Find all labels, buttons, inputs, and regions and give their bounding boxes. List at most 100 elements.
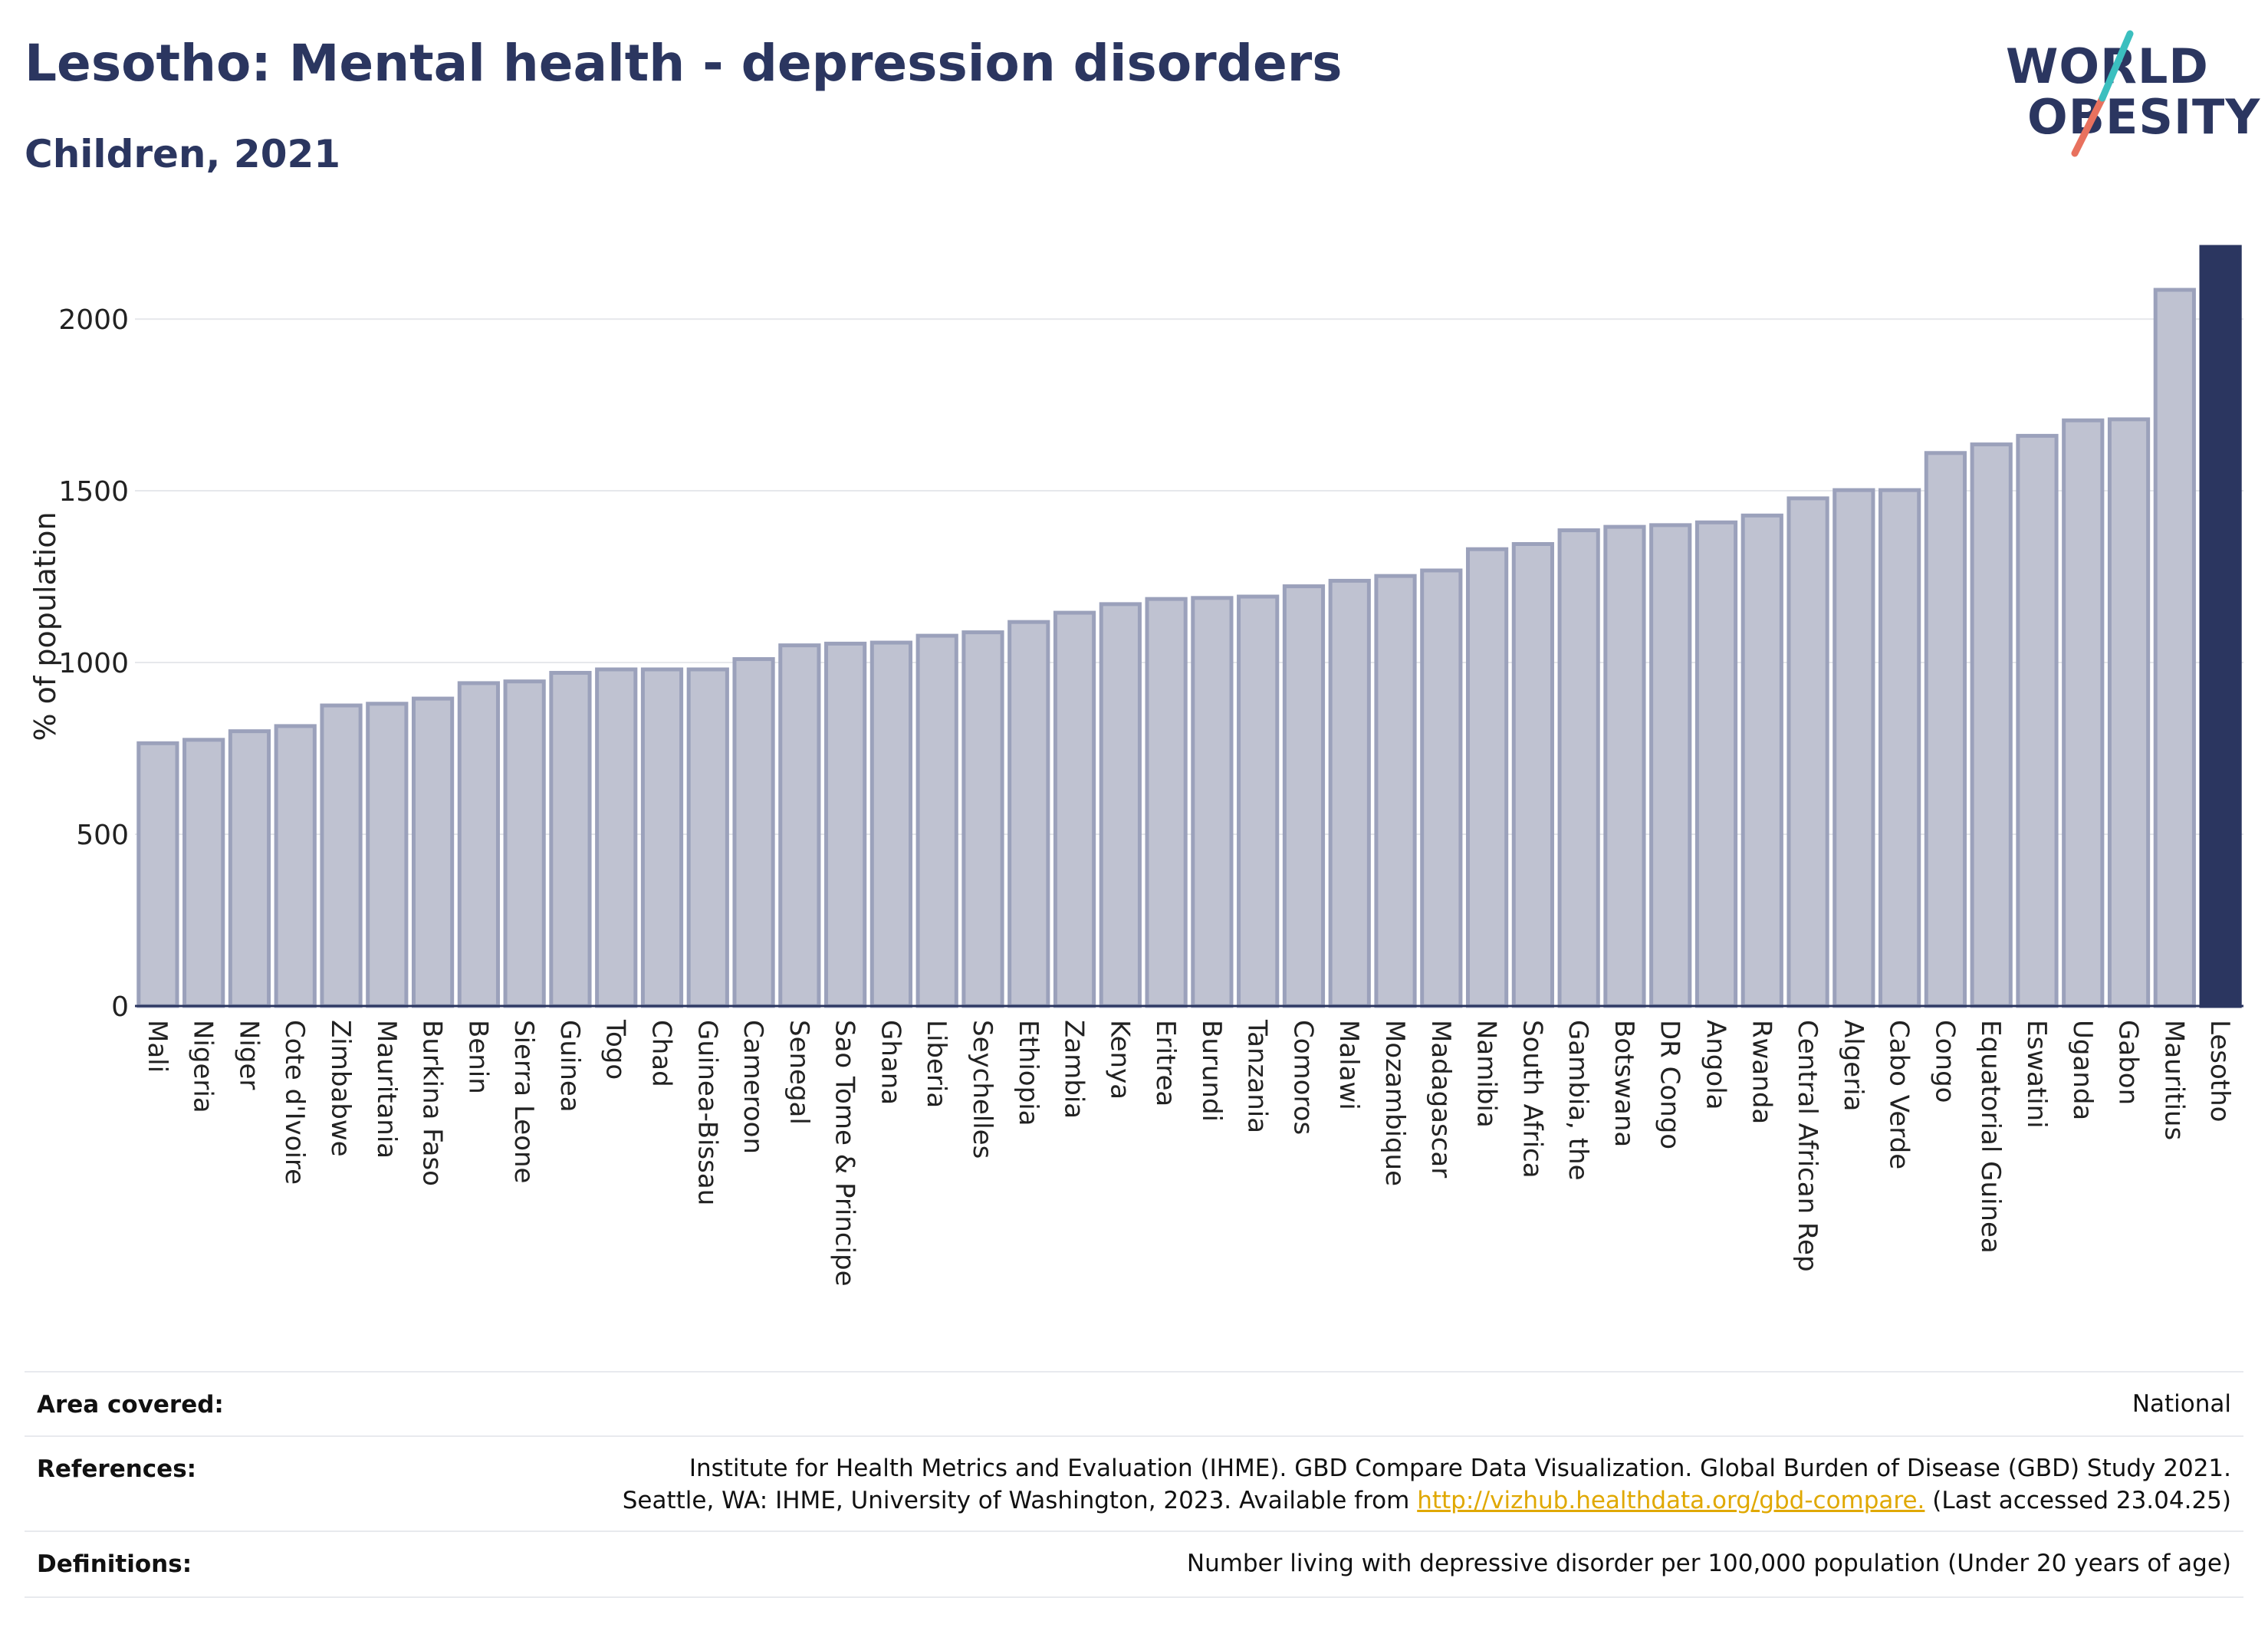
bar [869,640,913,1008]
bar [1007,620,1050,1008]
x-tick-label: Gambia, the [1563,1020,1593,1181]
footer-row-references: References: Institute for Health Metrics… [25,1435,2243,1532]
bar [1740,513,1783,1008]
bar [1511,541,1554,1008]
bar [961,630,1004,1008]
y-tick-label: 500 [76,820,129,851]
x-tick-label: Sao Tome & Principe [830,1020,860,1287]
x-tick-label: Guinea [554,1020,585,1113]
bar [915,633,958,1008]
x-tick-label: Congo [1929,1020,1960,1103]
x-tick-labels: Mali Nigeria Niger Cote d'Ivoire Zimbabwe Mau… [142,1019,2235,1287]
y-tick-label: 0 [111,991,129,1023]
x-tick-label: Kenya [1104,1020,1135,1100]
references-link[interactable]: http://vizhub.healthdata.org/gbd-compare… [1417,1487,1925,1514]
x-tick-label: Eswatini [2021,1020,2052,1129]
bar [1145,597,1188,1008]
y-axis-title: % of population [28,511,62,741]
x-tick-label: Senegal [784,1020,814,1125]
definitions-value: Number living with depressive disorder p… [1186,1550,2231,1577]
x-tick-label: Mauritius [2158,1020,2189,1140]
x-tick-label: Cameroon [738,1020,768,1154]
x-tick-label: Ghana [875,1020,906,1105]
x-tick-label: Mozambique [1379,1020,1410,1186]
bar [228,729,271,1008]
bar [1420,568,1463,1008]
bar [2153,288,2196,1008]
bar [1603,524,1646,1008]
bar [686,667,729,1008]
x-tick-label: Comoros [1287,1020,1318,1135]
bar [824,641,867,1008]
x-tick-label: Nigeria [188,1020,219,1113]
references-label: References: [37,1455,197,1483]
x-tick-label: Uganda [2067,1020,2098,1120]
x-tick-label: Cote d'Ivoire [279,1020,310,1185]
x-tick-label: Niger [233,1020,264,1090]
x-tick-label: Namibia [1471,1020,1502,1128]
bar [2016,433,2059,1008]
x-tick-label: Central African Rep [1792,1020,1823,1272]
bar [1191,596,1234,1008]
x-tick-label: Tanzania [1242,1019,1273,1133]
x-tick-label: Zimbabwe [325,1020,356,1157]
bar [274,724,317,1008]
bar [640,667,684,1008]
x-tick-label: Mauritania [371,1020,402,1159]
bar [1557,528,1600,1008]
axes: 0 500 1000 1500 2000 % of population [28,304,2243,1023]
x-tick-label: Benin [462,1020,493,1094]
bars [136,245,2242,1008]
references-line2-pre: Seattle, WA: IHME, University of Washing… [622,1487,1418,1514]
bar [1878,488,1921,1008]
bar [1832,488,1875,1008]
x-tick-label: Burundi [1196,1020,1227,1122]
x-tick-label: South Africa [1517,1020,1547,1179]
area-covered-value: National [2132,1390,2231,1418]
y-tick-label: 1000 [58,648,129,679]
bar [1970,442,2013,1008]
bar [366,702,409,1008]
x-tick-label: Mali [142,1020,173,1073]
bar [182,738,225,1008]
bar [549,670,592,1008]
world-obesity-logo: WORLD OBESITY [1994,23,2260,161]
x-tick-label: Rwanda [1746,1020,1777,1124]
x-tick-label: Algeria [1838,1020,1869,1111]
bar [2062,418,2105,1008]
x-tick-label: Gabon [2113,1020,2144,1105]
bar [1924,451,1967,1008]
bar [1328,578,1371,1008]
x-tick-label: Sierra Leone [508,1020,539,1183]
bar [778,643,821,1008]
definitions-label: Definitions: [37,1550,192,1578]
x-tick-label: Cabo Verde [1884,1020,1915,1169]
bar [1282,584,1326,1008]
bar [136,741,179,1008]
bar [1649,523,1692,1008]
bar [1237,594,1280,1008]
references-line1: Institute for Health Metrics and Evaluat… [689,1455,2231,1482]
bar [2199,245,2242,1008]
page-title: Lesotho: Mental health - depression diso… [25,34,1343,93]
x-tick-label: Malawi [1333,1020,1364,1110]
logo-word-obesity: OBESITY [2027,89,2261,145]
x-tick-label: Ethiopia [1013,1020,1044,1126]
x-tick-label: Lesotho [2204,1020,2235,1122]
bar [732,657,775,1008]
bar [1099,602,1142,1008]
bar [503,679,546,1008]
bar [1465,547,1509,1008]
references-line2: Seattle, WA: IHME, University of Washing… [623,1484,2231,1517]
y-tick-label: 2000 [58,304,129,336]
bar [1374,574,1417,1008]
x-tick-label: Burkina Faso [417,1020,448,1186]
bar [320,703,363,1008]
x-tick-label: Equatorial Guinea [1975,1020,2006,1254]
x-tick-label: Seychelles [967,1020,998,1159]
y-tick-label: 1500 [58,476,129,508]
x-tick-label: Angola [1701,1020,1731,1110]
bar [2107,417,2151,1008]
x-tick-label: Botswana [1609,1020,1639,1147]
page-subtitle: Children, 2021 [25,132,341,176]
